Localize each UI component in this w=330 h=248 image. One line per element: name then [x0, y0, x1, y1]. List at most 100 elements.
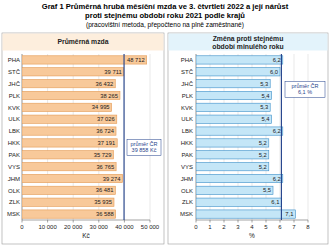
- tick-label: 40 000: [115, 224, 134, 230]
- category-label: JHM: [8, 176, 20, 182]
- category-label: LBK: [9, 128, 20, 134]
- tick: [252, 220, 253, 223]
- grid-line: [150, 54, 151, 220]
- data-label: 36 481: [96, 187, 114, 193]
- bar: [196, 115, 272, 123]
- category-label: PHA: [181, 57, 193, 63]
- bar: [196, 174, 283, 182]
- bar: [22, 91, 120, 99]
- tick: [308, 220, 309, 223]
- bar: [196, 151, 269, 159]
- bar: [196, 127, 283, 135]
- tick-label: 5: [264, 224, 268, 230]
- annotation: 39 858 Kč: [132, 147, 157, 153]
- x-axis: [22, 220, 150, 221]
- category-label: JHČ: [8, 81, 20, 87]
- bar: [196, 186, 273, 194]
- grid-line: [252, 54, 253, 220]
- annotation: průměr ČR: [131, 141, 158, 147]
- bar: [22, 56, 147, 64]
- category-label: JHM: [181, 176, 193, 182]
- bar: [22, 162, 116, 170]
- category-label: ZLK: [9, 199, 20, 205]
- panel: [2, 33, 164, 244]
- grid-line: [294, 54, 295, 220]
- average-line: [123, 54, 124, 220]
- grid-line: [266, 54, 267, 220]
- category-label: OLK: [8, 188, 20, 194]
- bar: [22, 139, 117, 147]
- data-label: 7,1: [285, 211, 293, 217]
- bar: [22, 127, 116, 135]
- category-label: VYS: [8, 164, 20, 170]
- bar: [22, 115, 117, 123]
- panel-header: [3, 34, 164, 51]
- bar: [196, 79, 270, 87]
- data-label: 36 588: [96, 211, 114, 217]
- tick-label: 2: [222, 224, 226, 230]
- bar: [196, 68, 280, 76]
- y-axis: [196, 54, 197, 220]
- data-label: 6,2: [273, 128, 281, 134]
- tick-label: 0: [194, 224, 198, 230]
- bar: [22, 198, 114, 206]
- bars: [22, 54, 147, 220]
- bar: [196, 103, 270, 111]
- data-label: 36 724: [96, 128, 115, 134]
- title: Graf 1 Průměrná hrubá měsíční mzda ve 3.…: [42, 2, 289, 11]
- tick-label: 7: [292, 224, 296, 230]
- category-label: ZLK: [182, 199, 193, 205]
- data-label: 39 274: [103, 176, 122, 182]
- category-label: ULK: [8, 116, 20, 122]
- panel: [168, 33, 328, 244]
- category-label: STČ: [8, 69, 21, 75]
- tick-label: 6: [278, 224, 282, 230]
- category-label: KVK: [8, 105, 20, 111]
- tick-label: 10 000: [38, 224, 57, 230]
- bar: [22, 210, 116, 218]
- tick: [73, 220, 74, 223]
- data-label: 48 712: [127, 57, 145, 63]
- data-label: 5,3: [260, 104, 268, 110]
- annotation-box: [285, 81, 325, 97]
- category-label: HKK: [181, 140, 193, 146]
- grid-line: [47, 54, 48, 220]
- data-label: 34 995: [92, 104, 110, 110]
- tick: [124, 220, 125, 223]
- tick: [294, 220, 295, 223]
- category-label: MSK: [7, 211, 20, 217]
- data-label: 35 935: [94, 199, 112, 205]
- tick: [280, 220, 281, 223]
- tick-label: 4: [250, 224, 254, 230]
- data-label: 5,2: [259, 152, 267, 158]
- data-label: 5,2: [259, 140, 267, 146]
- data-label: 38 265: [100, 93, 118, 99]
- grid-line: [73, 54, 74, 220]
- annotation-box: [127, 139, 161, 155]
- grid-line: [308, 54, 309, 220]
- data-label: 36 765: [96, 164, 114, 170]
- category-label: HKK: [8, 140, 20, 146]
- grid-line: [238, 54, 239, 220]
- bar: [196, 91, 272, 99]
- tick: [150, 220, 151, 223]
- data-label: 6,2: [273, 176, 281, 182]
- grid-line: [22, 54, 23, 220]
- tick: [238, 220, 239, 223]
- bars: [196, 54, 295, 220]
- bar: [22, 68, 124, 76]
- tick: [224, 220, 225, 223]
- bar: [22, 151, 113, 159]
- axis-label: Kč: [82, 232, 90, 239]
- panel-title-line: období minulého roku: [212, 43, 283, 50]
- tick-label: 3: [236, 224, 240, 230]
- tick: [210, 220, 211, 223]
- bar: [196, 56, 283, 64]
- bar: [22, 174, 123, 182]
- category-label: PAK: [8, 152, 20, 158]
- data-label: 37 191: [97, 140, 115, 146]
- category-label: VYS: [181, 164, 193, 170]
- data-label: 5,4: [262, 116, 271, 122]
- panel-header: [169, 34, 328, 51]
- data-label: 6,2: [273, 57, 281, 63]
